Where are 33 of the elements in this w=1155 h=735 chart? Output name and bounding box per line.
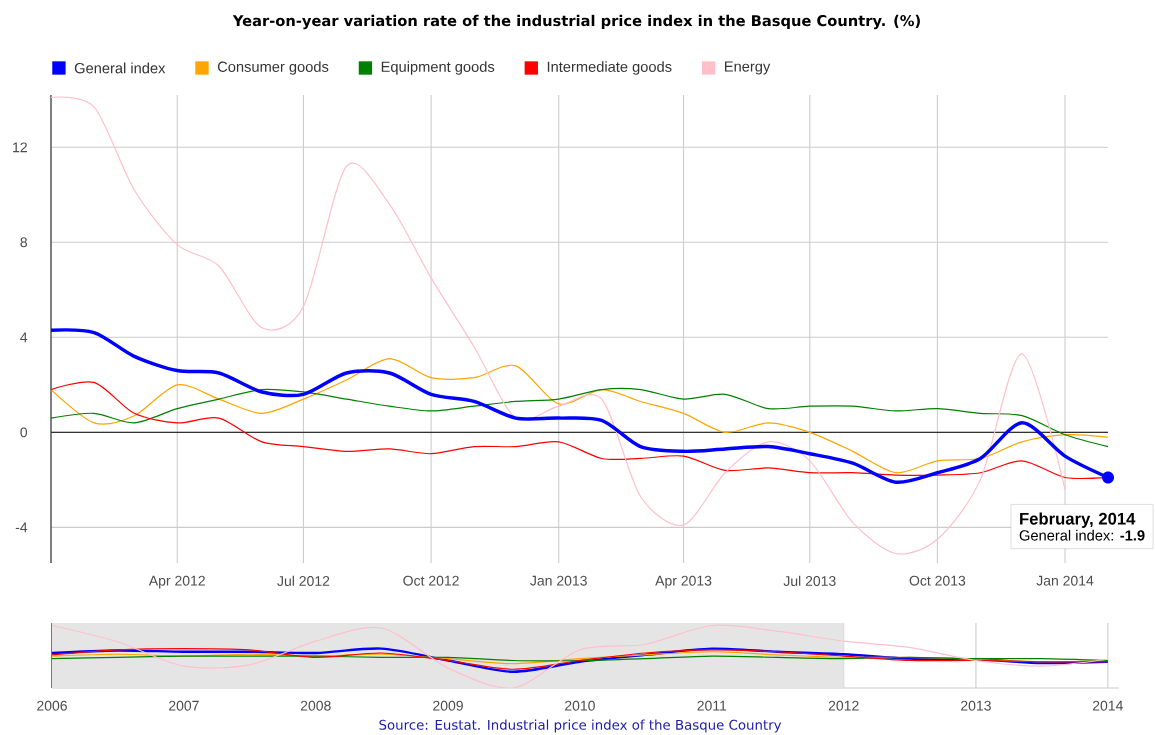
legend-label: General index xyxy=(74,62,166,74)
line-series xyxy=(51,387,1109,448)
x-tick-label: Jul 2012 xyxy=(277,575,330,586)
x-tick-label: 2011 xyxy=(697,700,727,711)
y-tick-label: 12 xyxy=(13,142,27,153)
y-tick-label: 8 xyxy=(20,237,28,248)
x-tick-label: 2010 xyxy=(565,700,595,711)
x-tick-label: 2012 xyxy=(828,700,859,711)
legend-label: Energy xyxy=(725,61,771,75)
x-tick-label: Apr 2012 xyxy=(148,575,205,589)
x-tick-label: 2009 xyxy=(433,700,463,711)
source-note: Source: Eustat. Industrial price index of the Basque Country xyxy=(379,719,782,733)
x-tick-label: Jan 2014 xyxy=(1036,575,1094,586)
annotation: February, 2014 xyxy=(1020,512,1136,528)
x-tick-label: 2014 xyxy=(1092,700,1123,711)
line-series xyxy=(51,358,1109,474)
legend-label: Intermediate goods xyxy=(547,61,672,75)
x-tick-label: Jan 2013 xyxy=(530,575,587,586)
annotation: General index: -1.9 xyxy=(1019,529,1145,541)
y-tick-label: 0 xyxy=(20,427,28,438)
y-tick-label: -4 xyxy=(15,522,28,533)
x-tick-label: 2007 xyxy=(169,700,199,711)
y-tick-label: 4 xyxy=(20,332,28,343)
x-tick-label: 2008 xyxy=(300,700,331,711)
x-tick-label: Oct 2013 xyxy=(909,575,966,586)
x-tick-label: Oct 2012 xyxy=(403,575,459,586)
legend-label: Equipment goods xyxy=(381,61,495,75)
x-tick-label: 2013 xyxy=(961,700,991,711)
x-tick-label: Apr 2013 xyxy=(655,575,712,589)
x-tick-label: Jul 2013 xyxy=(783,575,836,586)
chart-title: Year-on-year variation rate of the industrial price index in the Basque Country. (%) xyxy=(232,14,920,30)
legend-label: Consumer goods xyxy=(217,61,329,75)
x-tick-label: 2006 xyxy=(37,700,67,711)
